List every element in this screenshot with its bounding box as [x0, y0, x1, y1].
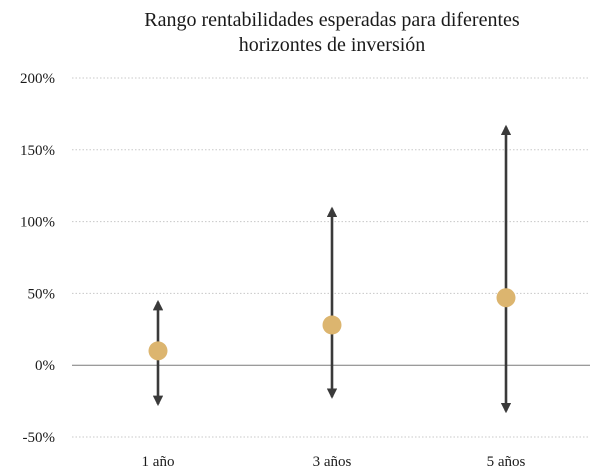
x-tick-label: 3 años [313, 454, 352, 470]
y-tick-label: 50% [28, 286, 56, 302]
y-tick-label: 100% [20, 215, 55, 231]
y-tick-label: -50% [23, 430, 56, 446]
x-axis-tick-labels: 1 año 3 años 5 años [142, 454, 526, 470]
y-axis-tick-labels: -50% 0% 50% 100% 150% 200% [20, 71, 55, 446]
y-tick-label: 200% [20, 71, 55, 87]
chart-title-line-2: horizontes de inversión [239, 34, 426, 56]
y-tick-label: 0% [35, 358, 55, 374]
x-tick-label: 1 año [142, 454, 175, 470]
range-marks [148, 124, 516, 414]
expected-return-point [148, 341, 168, 361]
y-tick-label: 150% [20, 143, 55, 159]
expected-return-point [496, 288, 516, 308]
x-tick-label: 5 años [487, 454, 526, 470]
chart-title-line-1: Rango rentabilidades esperadas para dife… [144, 9, 520, 31]
expected-return-point [322, 315, 342, 335]
